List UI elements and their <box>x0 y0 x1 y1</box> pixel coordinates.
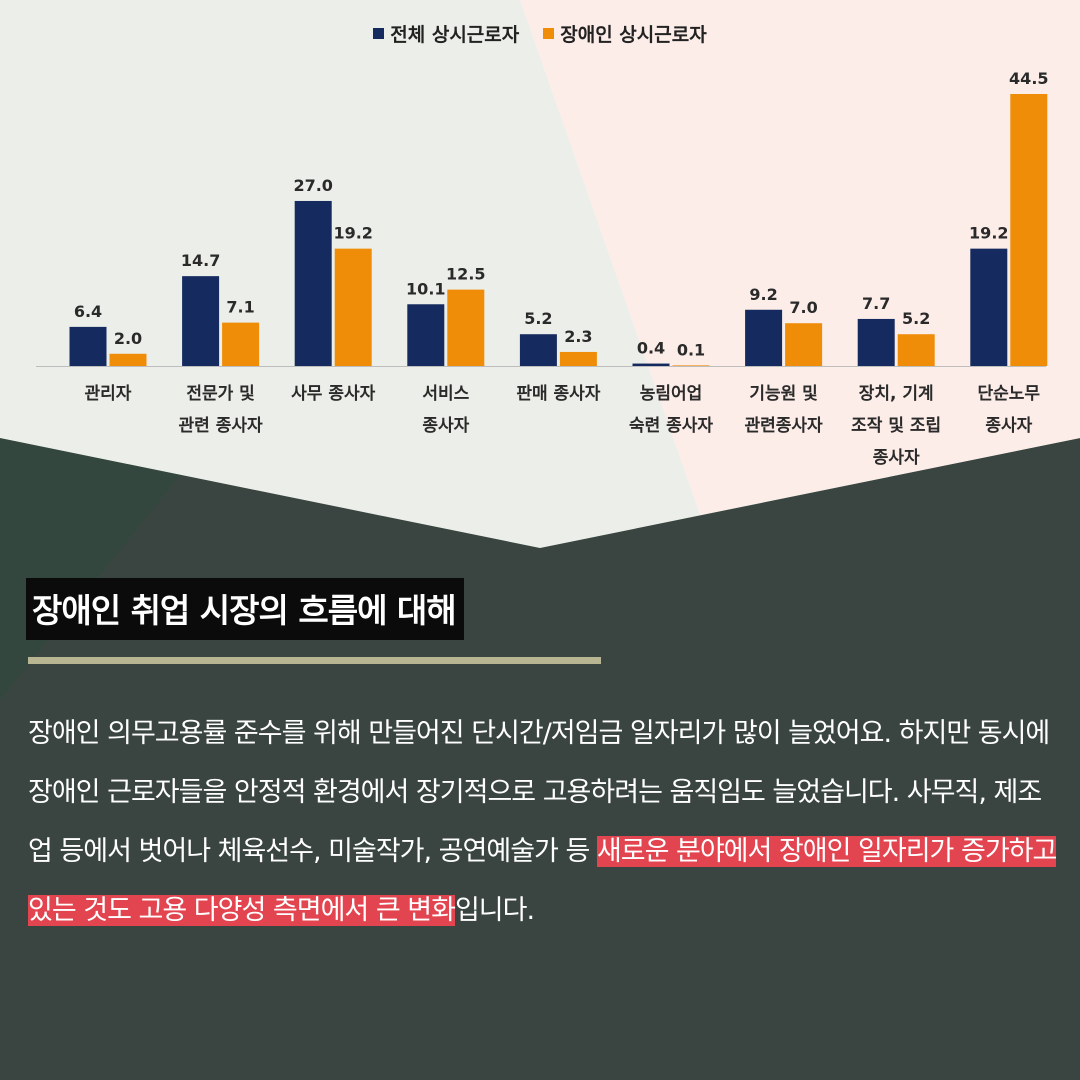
bar-disabled-0 <box>109 353 147 366</box>
bar-all-8 <box>970 248 1008 366</box>
paragraph-end: 입니다. <box>454 895 535 926</box>
bar-all-7 <box>857 318 895 366</box>
legend-swatch-all <box>373 28 385 39</box>
data-label-all-5: 0.4 <box>637 339 665 358</box>
data-label-disabled-2: 19.2 <box>333 224 372 243</box>
data-label-all-4: 5.2 <box>524 309 552 328</box>
category-label-line: 단순노무 <box>977 384 1041 404</box>
category-label-line: 조작 및 조립 <box>851 416 942 436</box>
data-label-disabled-6: 7.0 <box>789 298 817 317</box>
category-label-line: 장치, 기계 <box>858 384 934 404</box>
category-label-4: 판매 종사자 <box>496 378 620 410</box>
bar-all-5 <box>632 363 670 366</box>
category-label-line: 종사자 <box>422 416 470 436</box>
data-label-all-1: 14.7 <box>181 251 220 270</box>
data-label-all-0: 6.4 <box>74 302 102 321</box>
data-label-all-3: 10.1 <box>406 279 445 298</box>
article-paragraph: 장애인 의무고용률 준수를 위해 만들어진 단시간/저임금 일자리가 많이 늘었… <box>28 704 1058 940</box>
category-label-line: 농림어업 <box>639 384 703 404</box>
bar-all-6 <box>745 309 783 366</box>
data-label-all-2: 27.0 <box>293 176 332 195</box>
data-label-disabled-1: 7.1 <box>226 298 254 317</box>
bar-chart: 6.4 2.0 14.7 7.1 27.0 19.2 10.112.5 5.2 2.3 0.4 0.… <box>36 69 1049 367</box>
legend-item-all: 전체 상시근로자 <box>373 20 519 47</box>
bar-all-1 <box>182 276 220 366</box>
category-label-2: 사무 종사자 <box>271 378 395 410</box>
bar-disabled-3 <box>447 289 485 366</box>
data-label-all-8: 19.2 <box>969 224 1008 243</box>
bar-disabled-2 <box>334 248 372 366</box>
category-label-line: 종사자 <box>985 416 1033 436</box>
data-label-disabled-0: 2.0 <box>114 329 142 348</box>
category-label-line: 관련종사자 <box>744 416 823 436</box>
legend-swatch-disabled <box>543 28 555 39</box>
bar-disabled-6 <box>785 323 823 366</box>
category-label-line: 판매 종사자 <box>516 384 601 404</box>
category-label-line: 종사자 <box>872 448 920 468</box>
bar-all-3 <box>407 304 445 366</box>
section-title: 장애인 취업 시장의 흐름에 대해 <box>26 578 464 640</box>
data-label-disabled-4: 2.3 <box>564 327 592 346</box>
chart-legend: 전체 상시근로자 장애인 상시근로자 <box>0 20 1080 47</box>
data-label-disabled-5: 0.1 <box>677 340 705 359</box>
bar-disabled-8 <box>1010 94 1048 366</box>
category-label-line: 관련 종사자 <box>178 416 263 436</box>
data-label-disabled-3: 12.5 <box>446 265 485 284</box>
data-label-all-6: 9.2 <box>749 285 777 304</box>
legend-item-disabled: 장애인 상시근로자 <box>543 20 707 47</box>
legend-label-all: 전체 상시근로자 <box>390 24 520 46</box>
title-underline <box>28 657 601 664</box>
bar-disabled-5 <box>672 365 710 366</box>
paragraph-plain: 장애인 의무고용률 준수를 위해 만들어진 단시간/저임금 일자리가 많이 늘었… <box>28 718 1050 867</box>
data-label-disabled-8: 44.5 <box>1009 69 1048 88</box>
bar-all-4 <box>519 334 557 366</box>
category-label-line: 서비스 <box>422 384 470 404</box>
bar-disabled-7 <box>897 334 935 366</box>
bar-all-0 <box>69 326 107 366</box>
legend-label-disabled: 장애인 상시근로자 <box>560 24 707 46</box>
category-label-0: 관리자 <box>46 378 170 410</box>
bar-all-2 <box>294 200 332 366</box>
category-label-line: 전문가 및 <box>186 384 255 404</box>
bar-disabled-4 <box>559 351 597 366</box>
category-label-line: 숙련 종사자 <box>628 416 714 436</box>
category-label-line: 사무 종사자 <box>291 384 376 404</box>
bar-disabled-1 <box>222 322 260 366</box>
category-label-line: 기능원 및 <box>749 384 818 404</box>
category-label-line: 관리자 <box>84 384 132 404</box>
data-label-disabled-7: 5.2 <box>902 309 930 328</box>
data-label-all-7: 7.7 <box>862 294 890 313</box>
